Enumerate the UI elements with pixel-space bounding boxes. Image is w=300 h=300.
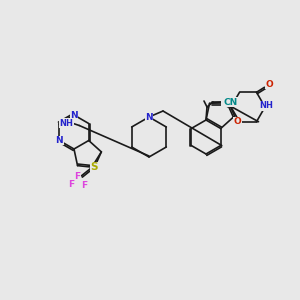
Text: N: N [70,110,78,119]
Text: CN: CN [224,98,238,107]
Text: F: F [74,172,80,182]
Text: NH: NH [59,118,73,127]
Text: N: N [56,136,63,145]
Text: F: F [81,182,87,190]
Text: F: F [68,180,74,189]
Text: N: N [222,97,229,106]
Text: O: O [266,80,273,89]
Polygon shape [226,102,231,107]
Text: N: N [145,112,153,122]
Text: O: O [234,117,242,126]
Text: S: S [91,162,98,172]
Text: NH: NH [259,101,273,110]
